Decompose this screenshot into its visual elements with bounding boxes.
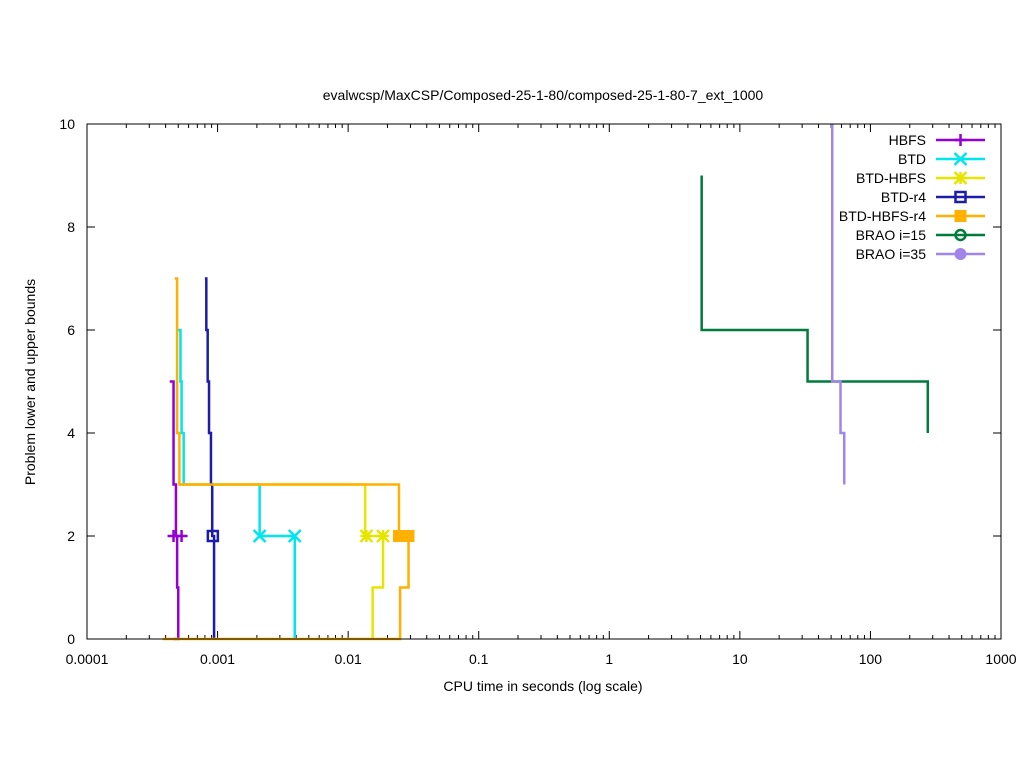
legend-marker <box>954 248 967 260</box>
x-tick-label: 1 <box>605 651 613 667</box>
series-line <box>700 175 930 433</box>
series-line <box>177 328 296 639</box>
plot-frame <box>86 123 1002 640</box>
data-point-marker <box>206 529 220 543</box>
series-btd <box>177 328 302 639</box>
legend-marker <box>953 171 968 185</box>
series-btd-hbfs <box>179 483 390 639</box>
x-tick-label: 10 <box>732 651 748 667</box>
series-btd-hbfs-r4 <box>162 277 415 641</box>
x-tick-label: 0.1 <box>469 651 489 667</box>
legend-marker <box>954 190 967 204</box>
legend-label: BRAO i=15 <box>856 227 927 243</box>
data-point-marker <box>252 529 267 543</box>
legend-label: HBFS <box>889 132 926 148</box>
legend-label: BTD-r4 <box>881 189 926 205</box>
data-point-marker <box>376 529 390 543</box>
x-axis-label: CPU time in seconds (log scale) <box>443 678 642 694</box>
y-axis-label: Problem lower and upper bounds <box>22 279 38 485</box>
series-hbfs <box>167 380 188 641</box>
legend-marker <box>953 152 968 166</box>
chart-title: evalwcsp/MaxCSP/Composed-25-1-80/compose… <box>323 87 764 103</box>
data-point-marker <box>287 529 302 543</box>
y-tick-label: 0 <box>67 631 75 647</box>
legend-marker <box>954 134 967 146</box>
x-tick-label: 0.001 <box>200 651 235 667</box>
y-tick-label: 10 <box>59 116 75 132</box>
y-tick-label: 8 <box>67 219 75 235</box>
legend-entry-brao-i-35: BRAO i=35 <box>856 246 985 262</box>
series-layer <box>162 124 930 641</box>
series-line <box>162 277 410 641</box>
series-line <box>831 124 846 485</box>
legend-marker <box>954 210 967 222</box>
series-brao-i-15 <box>700 175 930 433</box>
legend-entry-btd-hbfs: BTD-HBFS <box>856 170 985 186</box>
legend-entry-btd-r4: BTD-r4 <box>881 189 985 205</box>
legend-entry-btd: BTD <box>898 151 985 167</box>
data-point-marker <box>175 530 188 542</box>
y-tick-label: 2 <box>67 528 75 544</box>
series-line <box>204 277 216 639</box>
y-tick-label: 4 <box>67 425 75 441</box>
legend-label: BTD-HBFS-r4 <box>839 208 926 224</box>
series-line <box>179 483 385 639</box>
series-brao-i-35 <box>831 124 846 485</box>
x-tick-label: 0.0001 <box>66 651 109 667</box>
legend-entry-btd-hbfs-r4: BTD-HBFS-r4 <box>839 208 985 224</box>
y-tick-label: 6 <box>67 322 75 338</box>
legend-entry-hbfs: HBFS <box>889 132 985 148</box>
x-tick-label: 1000 <box>985 651 1016 667</box>
axis-ticks: 0.0001 0.001 0.01 0.1 1 10 100 1000 0 2 4 6 8 10 <box>59 116 1016 667</box>
legend: HBFS BTD BTD-HBFS BTD-r4 BTD-HBFS-r4 BRAO i=1… <box>839 132 985 262</box>
data-point-marker <box>392 530 405 542</box>
legend-label: BRAO i=35 <box>856 246 927 262</box>
legend-entry-brao-i-15: BRAO i=15 <box>856 227 985 243</box>
legend-marker <box>954 228 967 242</box>
x-tick-label: 0.01 <box>335 651 362 667</box>
legend-label: BTD <box>898 151 926 167</box>
data-point-marker <box>359 529 374 543</box>
series-btd-r4 <box>204 277 220 639</box>
x-tick-label: 100 <box>859 651 883 667</box>
data-point-marker <box>402 530 415 542</box>
legend-label: BTD-HBFS <box>856 170 926 186</box>
